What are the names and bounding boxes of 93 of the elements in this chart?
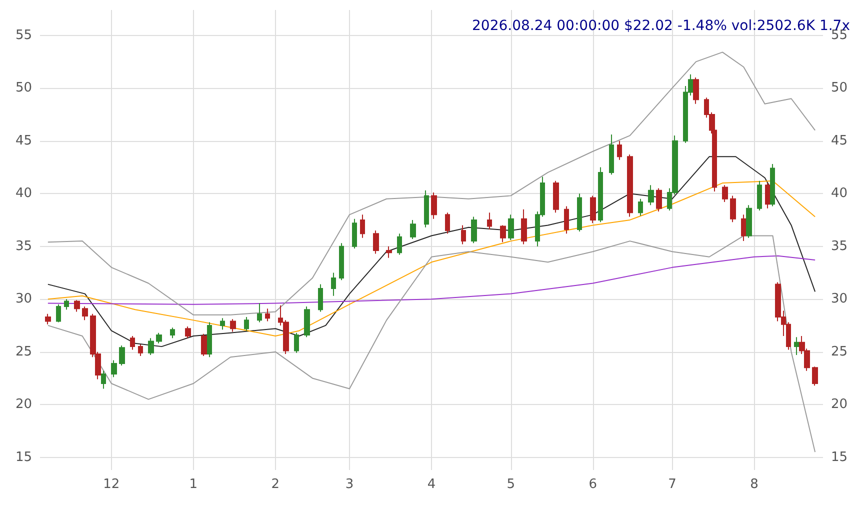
x-tick-label: 1 — [189, 477, 198, 492]
x-tick-label: 8 — [750, 477, 758, 492]
candlestick — [656, 188, 662, 212]
candlestick — [765, 182, 770, 209]
candlestick — [445, 212, 450, 234]
candlestick — [138, 344, 143, 357]
candlestick — [156, 332, 162, 344]
y-tick-label: 25 — [15, 344, 32, 360]
candlestick — [339, 242, 344, 281]
candlestick — [741, 214, 746, 242]
line-series — [47, 180, 816, 337]
candlestick — [590, 195, 596, 224]
candlestick — [617, 140, 622, 160]
candlestick — [45, 313, 51, 325]
candlestick — [577, 193, 582, 232]
candlestick — [294, 332, 299, 354]
line-series — [47, 156, 816, 348]
candlestick — [373, 230, 379, 254]
candlestick — [230, 318, 236, 332]
candlestick — [757, 180, 762, 211]
y-tick-label: 35 — [15, 238, 32, 254]
candlestick — [598, 166, 603, 223]
candlestick — [201, 333, 207, 357]
candlestick — [386, 246, 392, 258]
candlestick — [746, 204, 752, 238]
y2-tick-label: 35 — [831, 238, 848, 254]
candlestick — [812, 366, 818, 386]
candlestick — [257, 302, 262, 323]
y-tick-label: 40 — [15, 186, 32, 202]
y2-tick-label: 50 — [831, 80, 848, 96]
candlestick — [170, 327, 175, 339]
y2-tick-label: 40 — [831, 186, 848, 202]
candlestick — [794, 336, 799, 356]
candlestick — [331, 272, 336, 296]
candlestick — [553, 180, 559, 214]
candlestick — [431, 192, 437, 220]
candlestick — [722, 184, 728, 203]
candlestick — [521, 208, 527, 245]
y-tick-label: 30 — [15, 292, 32, 307]
candlestick — [111, 360, 117, 378]
candlestick — [487, 212, 492, 230]
candlestick — [119, 345, 125, 366]
x-tick-label: 2 — [271, 477, 280, 492]
candlestick — [627, 154, 633, 218]
candlestick — [318, 284, 323, 312]
candlestick — [64, 298, 69, 310]
candlestick — [424, 190, 429, 228]
candlestick — [185, 326, 191, 339]
candlestick — [244, 316, 249, 332]
y-tick-label: 15 — [15, 450, 32, 465]
candlestick — [397, 233, 402, 256]
x-tick-label: 7 — [668, 477, 676, 492]
candlestick — [410, 219, 416, 240]
candlestick — [770, 164, 775, 207]
y-tick-label: 50 — [15, 80, 32, 96]
candlestick — [609, 134, 614, 176]
candlestick — [82, 306, 88, 321]
candlestick — [56, 304, 61, 323]
x-tick-label: 6 — [588, 477, 597, 492]
y2-tick-label: 15 — [831, 450, 848, 465]
y-tick-label: 45 — [15, 133, 32, 148]
y-tick-label: 20 — [15, 397, 32, 412]
candlestick — [508, 214, 514, 240]
candlestick — [360, 214, 365, 238]
x-tick-label: 5 — [506, 477, 515, 492]
y2-tick-label: 45 — [831, 133, 848, 148]
candlestick — [265, 308, 270, 322]
candlestick — [638, 198, 643, 216]
line-series — [47, 255, 816, 305]
candlestick — [220, 318, 225, 330]
candlestick — [101, 370, 106, 390]
candlestick — [471, 216, 477, 244]
candlestick — [500, 224, 506, 243]
y2-tick-label: 20 — [831, 397, 848, 412]
candlestick — [352, 218, 357, 249]
line-series — [47, 52, 816, 316]
y-tick-label: 55 — [15, 28, 32, 43]
candlestick — [130, 336, 135, 350]
y2-tick-label: 25 — [831, 344, 848, 360]
x-tick-label: 3 — [345, 477, 354, 492]
candlestick — [304, 306, 310, 338]
candlestick — [564, 206, 569, 234]
candlestick — [148, 338, 154, 356]
candlestick — [648, 184, 654, 206]
candlestick — [74, 300, 80, 312]
candlestick — [207, 322, 212, 358]
line-series — [47, 235, 816, 453]
candlestick — [693, 77, 699, 104]
x-tick-label: 4 — [427, 477, 436, 492]
x-tick-label: 12 — [103, 477, 120, 492]
y2-tick-label: 30 — [831, 292, 848, 307]
candlestick — [461, 224, 466, 245]
candlestick — [730, 195, 736, 223]
